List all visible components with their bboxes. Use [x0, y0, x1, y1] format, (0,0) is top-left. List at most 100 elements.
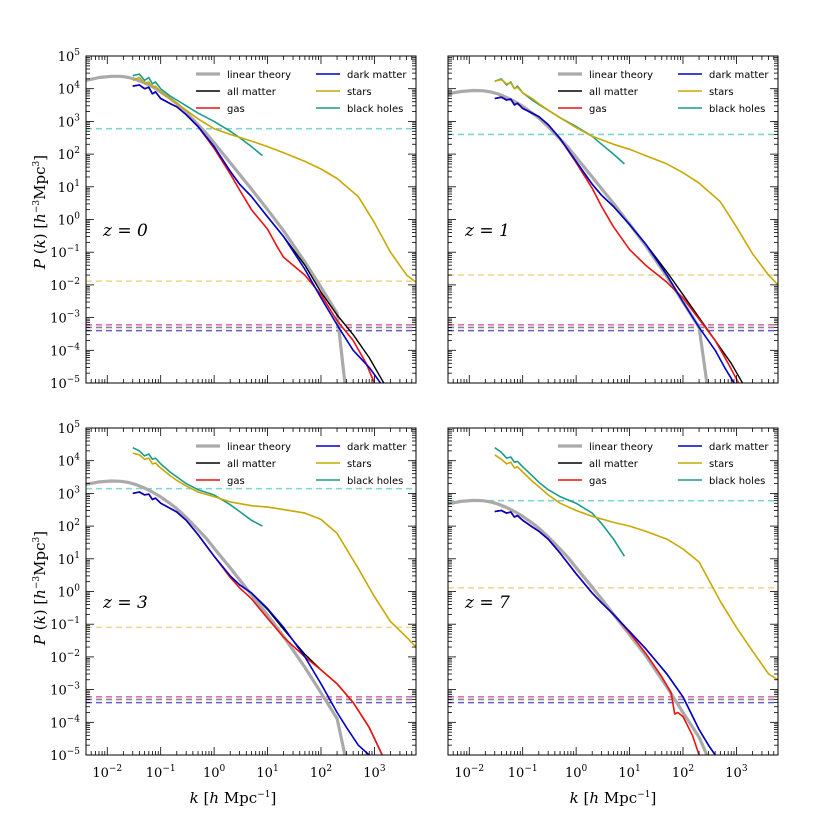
x-axis-title-right: k [h Mpc−1] — [570, 789, 657, 807]
x-tick-label-base: 10 — [618, 766, 635, 781]
y-tick-label-exp: 5 — [74, 420, 80, 430]
y-tick-label-base: 10 — [50, 749, 67, 764]
x-tick-label-exp: −1 — [162, 764, 175, 774]
y-tick-label: 10−1 — [50, 244, 80, 261]
y-tick-label-exp: 2 — [74, 518, 80, 528]
x-tick-label: 103 — [363, 764, 386, 781]
x-tick-label-base: 10 — [310, 766, 327, 781]
y-tick-label-base: 10 — [58, 115, 75, 130]
x-tick-label-base: 10 — [203, 766, 220, 781]
y-tick-label-exp: −4 — [67, 342, 81, 352]
y-tick-label: 104 — [58, 81, 81, 98]
legend-label-dm: dark matter — [347, 442, 407, 453]
x-tick-label: 10−2 — [454, 764, 484, 781]
y-tick-label-exp: −1 — [67, 244, 80, 254]
y-tick-label-exp: −2 — [67, 277, 80, 287]
plot-area — [86, 446, 416, 755]
y-tick-label-base: 10 — [58, 586, 75, 601]
series-stars — [494, 78, 778, 286]
series-linear — [448, 88, 709, 383]
x-tick-label-exp: −2 — [471, 764, 484, 774]
x-tick-label-base: 10 — [508, 766, 525, 781]
y-tick-label-base: 10 — [50, 246, 67, 261]
y-tick-label-exp: −4 — [67, 714, 81, 724]
x-tick-label-exp: −1 — [524, 764, 537, 774]
y-tick-label-exp: 3 — [74, 485, 80, 495]
legend-label-gas: gas — [589, 476, 607, 487]
y-tick-label-base: 10 — [50, 651, 67, 666]
legend-label-stars: stars — [347, 459, 372, 470]
legend-label-gas: gas — [227, 104, 245, 115]
series-all — [494, 509, 716, 755]
y-tick-label-exp: 4 — [74, 453, 80, 463]
x-tick-label-base: 10 — [363, 766, 380, 781]
y-tick-label-exp: 5 — [74, 48, 80, 58]
y-tick-label: 105 — [58, 420, 81, 437]
y-tick-label: 10−3 — [50, 310, 80, 327]
y-tick-label-exp: −3 — [67, 682, 81, 692]
legend-label-all: all matter — [589, 459, 639, 470]
legend-label-dm: dark matter — [709, 442, 769, 453]
y-tick-label-base: 10 — [58, 214, 75, 229]
legend-label-all: all matter — [589, 87, 639, 98]
plot-area — [448, 78, 778, 383]
series-gas — [132, 491, 383, 755]
legend-label-gas: gas — [589, 104, 607, 115]
series-stars — [132, 452, 416, 648]
series-stars — [132, 76, 416, 283]
x-tick-label-exp: −2 — [109, 764, 122, 774]
legend-label-linear: linear theory — [589, 70, 653, 81]
series-gas — [494, 509, 700, 755]
y-tick-label: 10−4 — [50, 342, 80, 359]
panel-1: 10−510−410−310−210−1100101102103104105z … — [50, 48, 417, 392]
x-tick-label-exp: 1 — [635, 764, 641, 774]
x-tick-label: 100 — [203, 764, 226, 781]
plot-area — [448, 447, 778, 755]
series-linear — [448, 498, 709, 755]
x-tick-label-base: 10 — [92, 766, 109, 781]
x-tick-label: 10−1 — [146, 764, 176, 781]
series-linear — [86, 74, 347, 383]
x-tick-label: 101 — [618, 764, 640, 781]
legend-label-linear: linear theory — [589, 442, 653, 453]
x-tick-label-base: 10 — [146, 766, 163, 781]
y-tick-label-exp: 0 — [74, 212, 80, 222]
series-bh — [132, 446, 263, 527]
series-all — [494, 96, 744, 383]
series-gas — [132, 84, 376, 383]
y-axis-title-bottom: P (k) [h−3Mpc3] — [31, 531, 49, 646]
legend-label-bh: black holes — [347, 476, 403, 487]
y-tick-label-base: 10 — [58, 148, 75, 163]
y-tick-label: 100 — [58, 584, 81, 601]
panel-3: 10−2 10−1 100 101 102 10310−510−410−310−210−1… — [50, 420, 417, 781]
y-tick-label-base: 10 — [50, 312, 67, 327]
y-tick-label-exp: 1 — [74, 179, 80, 189]
x-tick-label-exp: 3 — [742, 764, 748, 774]
y-tick-label-exp: −3 — [67, 310, 81, 320]
y-tick-label-base: 10 — [50, 684, 67, 699]
y-tick-label: 102 — [58, 146, 80, 163]
y-tick-label: 10−5 — [50, 747, 80, 764]
y-tick-label-base: 10 — [58, 50, 75, 65]
legend: linear theory dark matter all matter stars g… — [558, 442, 769, 487]
x-tick-label: 102 — [310, 764, 332, 781]
y-tick-label-base: 10 — [50, 344, 67, 359]
y-tick-label: 10−1 — [50, 616, 80, 633]
y-tick-label: 10−4 — [50, 714, 80, 731]
y-tick-label: 101 — [58, 551, 80, 568]
legend: linear theory dark matter all matter stars g… — [196, 442, 407, 487]
y-axis-title-top: P (k) [h−3Mpc3] — [31, 155, 49, 270]
x-tick-label-exp: 2 — [688, 764, 694, 774]
y-tick-label-base: 10 — [58, 487, 75, 502]
y-tick-label-exp: −1 — [67, 616, 80, 626]
y-tick-label-exp: 1 — [74, 551, 80, 561]
y-tick-label-exp: −5 — [67, 375, 81, 385]
legend-label-linear: linear theory — [227, 442, 291, 453]
legend: linear theory dark matter all matter stars g… — [558, 70, 769, 115]
y-tick-label: 10−2 — [50, 277, 80, 294]
series-stars — [494, 454, 778, 681]
y-tick-label: 103 — [58, 113, 81, 130]
x-tick-label: 103 — [725, 764, 748, 781]
legend-label-dm: dark matter — [347, 70, 407, 81]
legend-label-stars: stars — [709, 87, 734, 98]
